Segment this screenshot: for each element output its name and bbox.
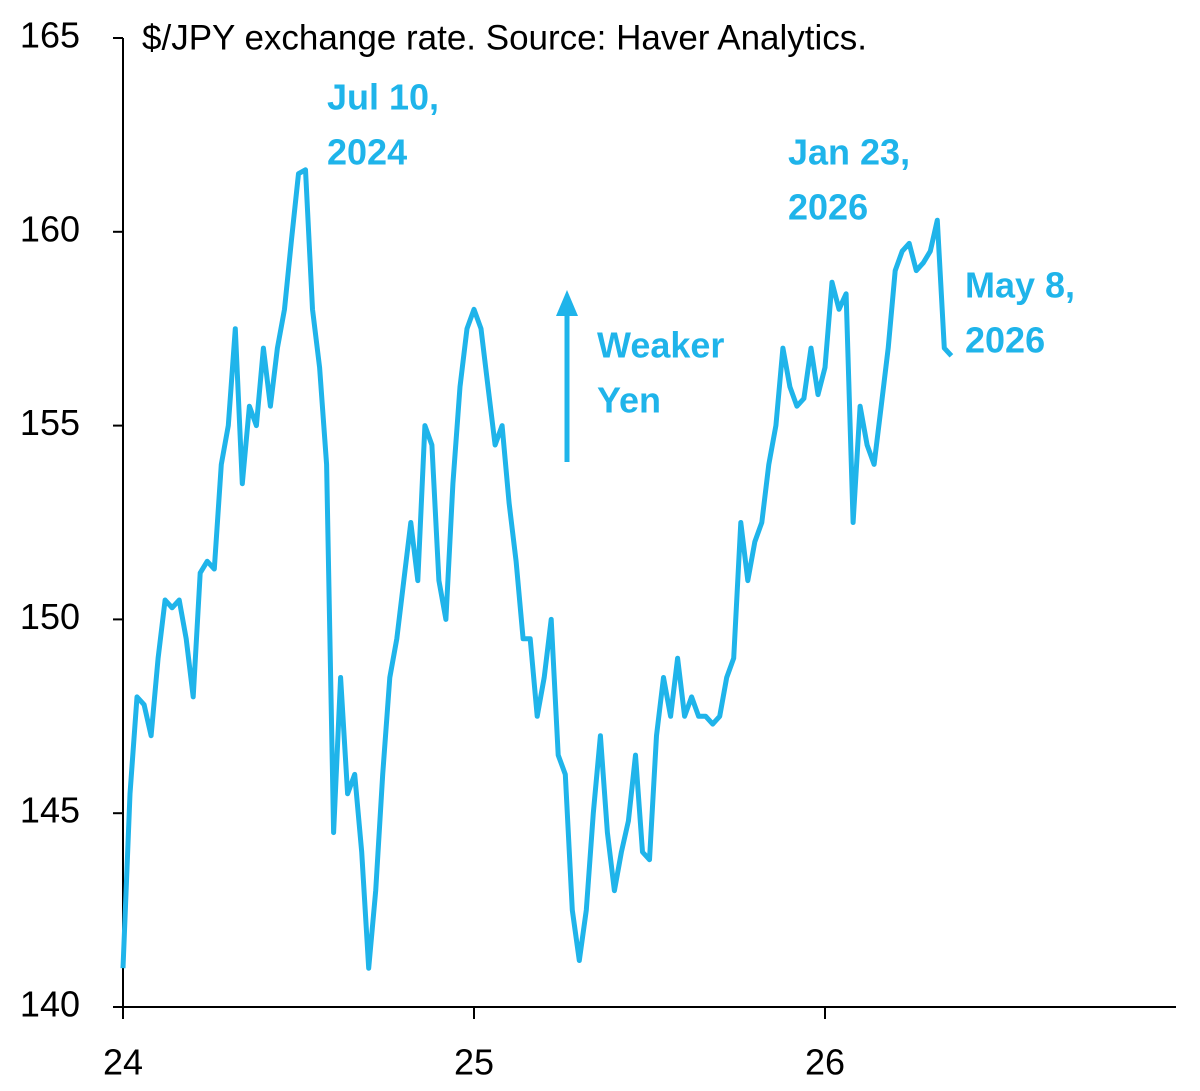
annotation: Jul 10, xyxy=(327,77,439,118)
y-tick-label: 145 xyxy=(20,790,80,831)
annotation: Jan 23, xyxy=(788,132,910,173)
annotation: May 8, xyxy=(965,265,1075,306)
x-tick-label: 26 xyxy=(805,1042,845,1083)
x-tick-label: 25 xyxy=(454,1042,494,1083)
annotation: Weaker xyxy=(597,325,724,366)
annotation: 2024 xyxy=(327,132,407,173)
y-tick-label: 160 xyxy=(20,208,80,249)
x-tick-label: 24 xyxy=(103,1042,143,1083)
y-tick-label: 150 xyxy=(20,596,80,637)
annotation: 2026 xyxy=(788,187,868,228)
annotation: 2026 xyxy=(965,320,1045,361)
chart-title: $/JPY exchange rate. Source: Haver Analy… xyxy=(142,18,867,57)
arrow-head xyxy=(556,290,578,316)
annotation: Yen xyxy=(597,380,661,421)
y-tick-label: 165 xyxy=(20,15,80,56)
series-line xyxy=(120,167,954,971)
y-tick-label: 140 xyxy=(20,984,80,1025)
y-tick-label: 155 xyxy=(20,402,80,443)
